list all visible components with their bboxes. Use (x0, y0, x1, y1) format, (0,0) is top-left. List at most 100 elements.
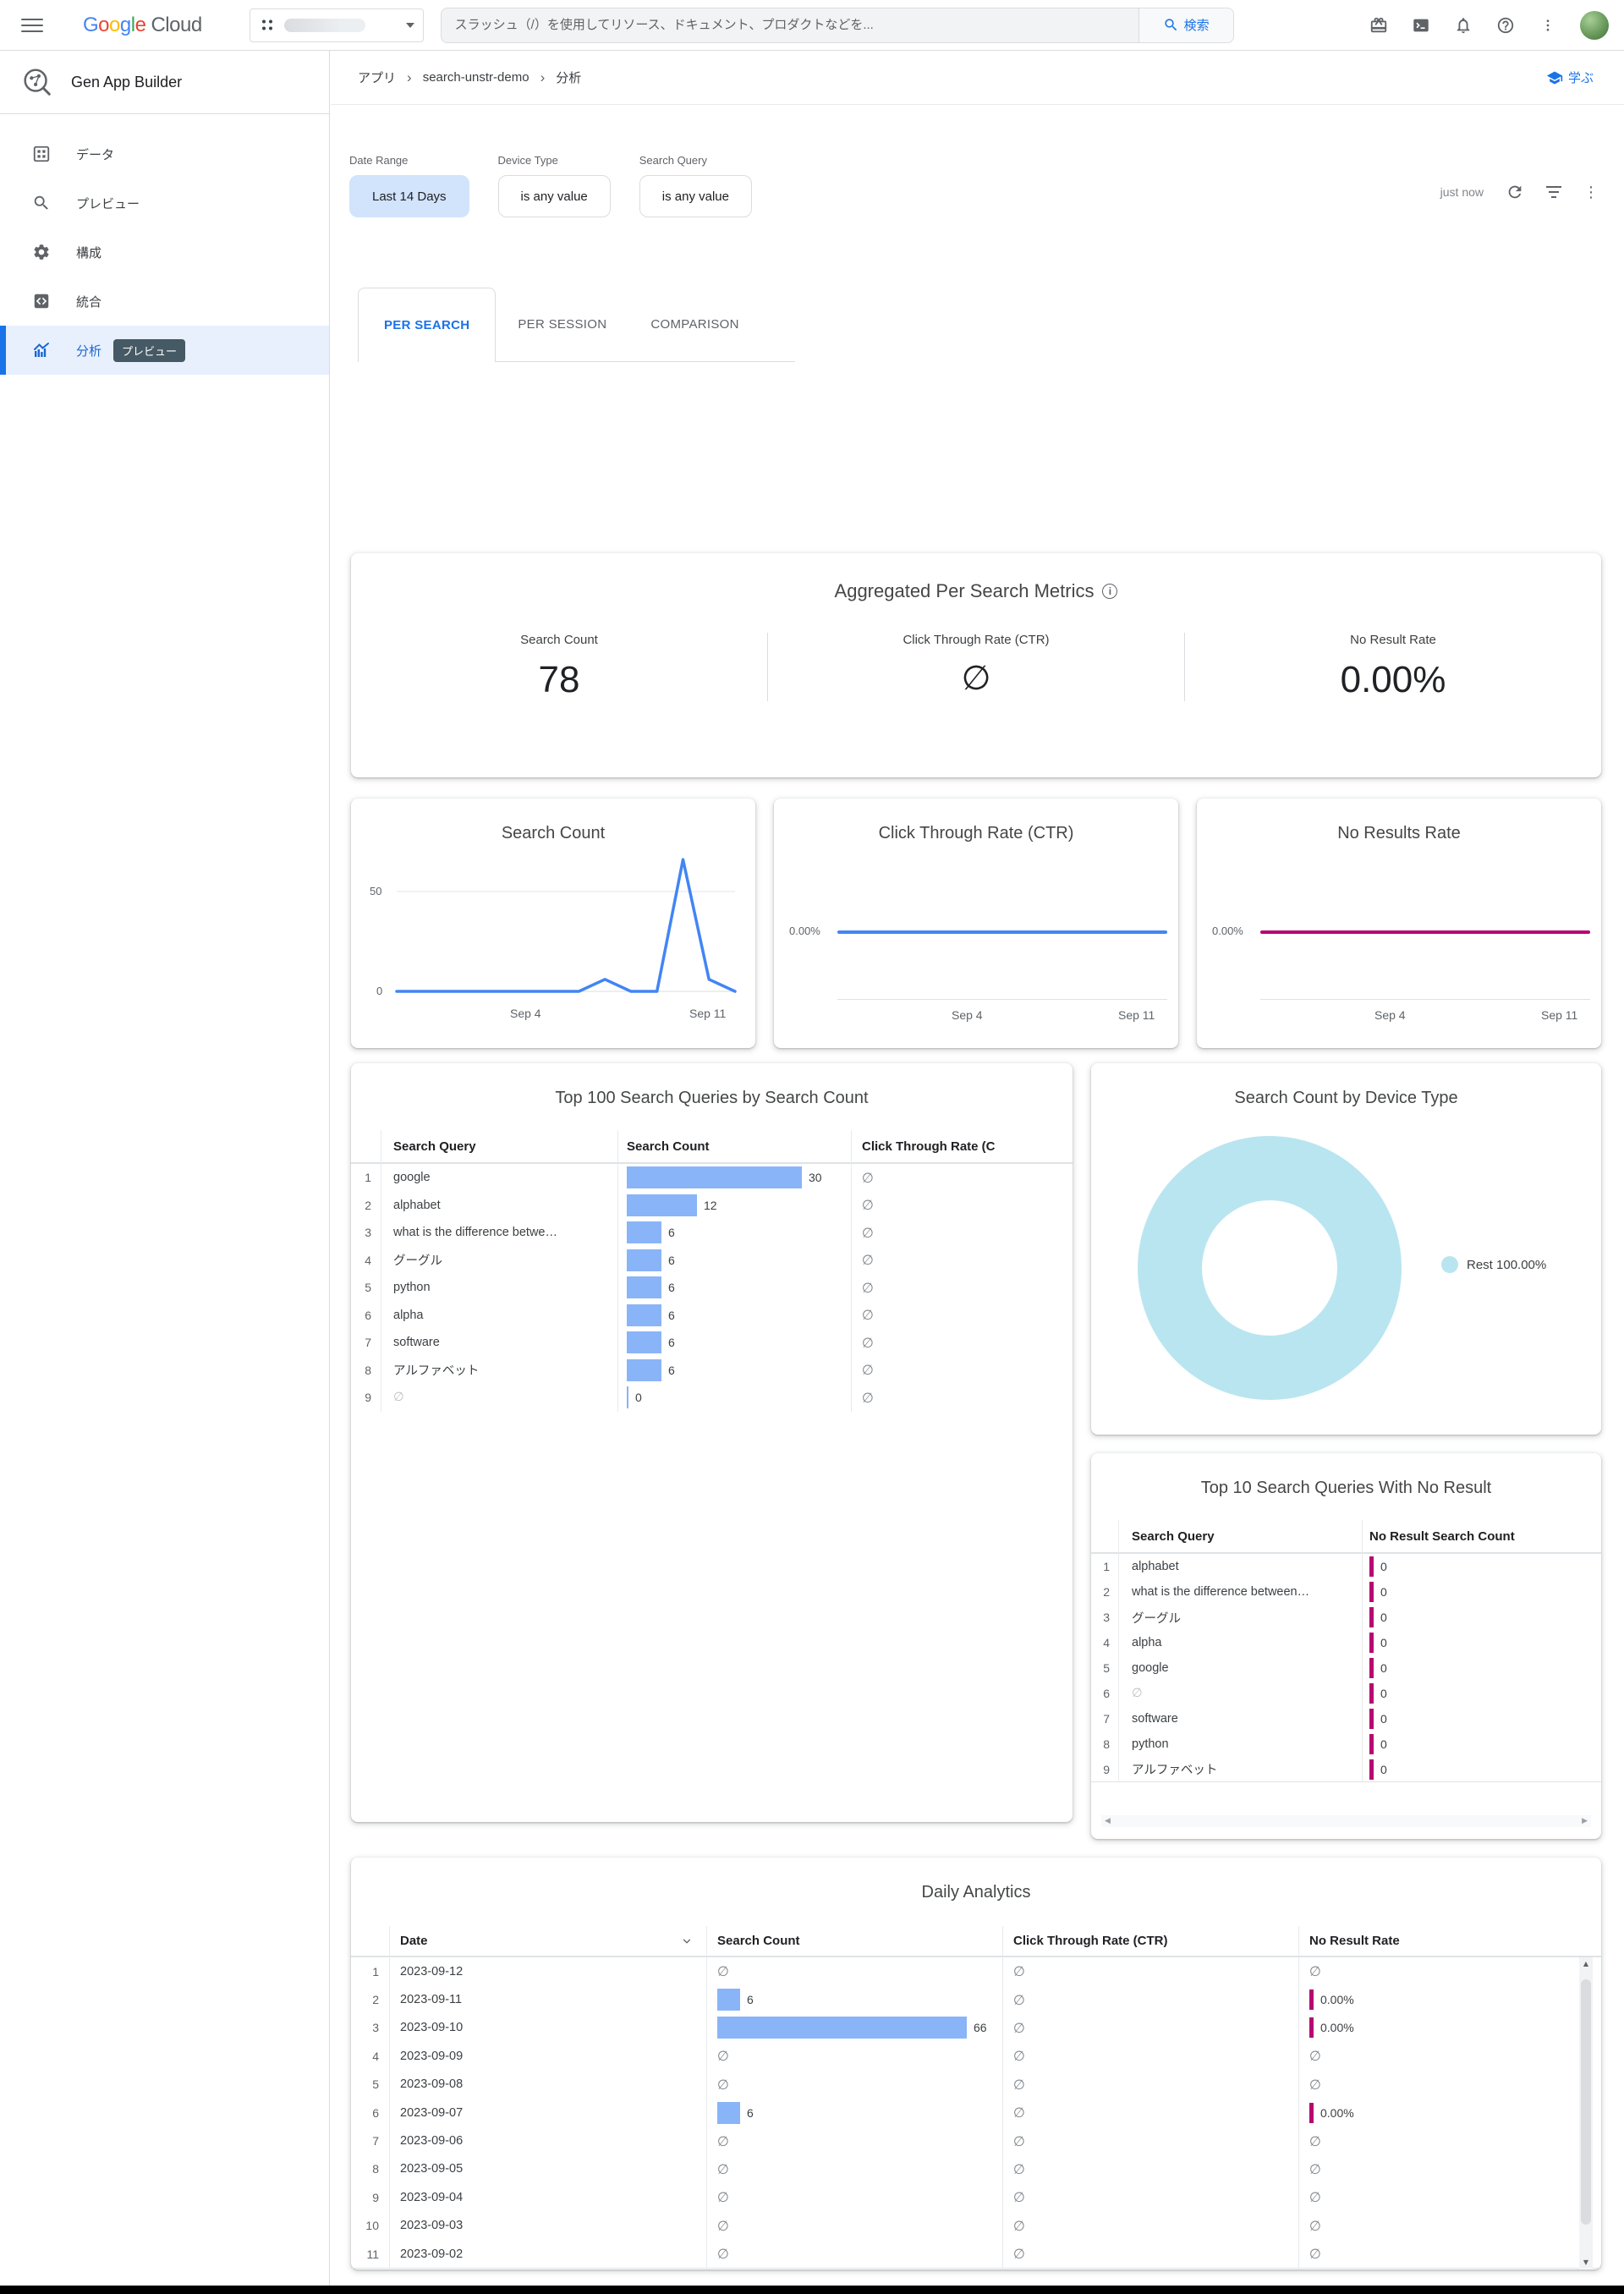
global-search-bar[interactable]: 検索 (441, 8, 1234, 43)
search-input[interactable] (442, 18, 1138, 32)
tab-strip: PER SEARCH PER SESSION COMPARISON (358, 288, 1624, 362)
gear-icon (30, 243, 52, 261)
top10-table: Search Query No Result Search Count 1alp… (1091, 1520, 1601, 1782)
column-divider (617, 1130, 618, 1412)
flat-line (837, 930, 1167, 934)
column-header[interactable]: No Result Rate (1298, 1934, 1573, 1948)
column-header[interactable]: Search Count (706, 1934, 1002, 1948)
search-icon (1163, 17, 1179, 33)
card-title: Daily Analytics (351, 1858, 1601, 1902)
info-icon[interactable]: i (1102, 584, 1117, 599)
scroll-up-icon[interactable]: ▲ (1583, 1960, 1588, 1967)
search-count-chart-card: Search Count 50 0 Sep 4 Sep 11 (351, 799, 755, 1048)
date-cell: 2023-09-12 (389, 1965, 706, 1978)
sidebar-item-integration[interactable]: 統合 (0, 277, 329, 326)
top10-no-result-card: Top 10 Search Queries With No Result Sea… (1091, 1453, 1601, 1839)
sidebar-item-configuration[interactable]: 構成 (0, 228, 329, 277)
free-trial-gift-icon[interactable] (1362, 8, 1396, 42)
sidebar-item-label: 統合 (76, 293, 102, 310)
notifications-bell-icon[interactable] (1446, 8, 1480, 42)
hamburger-menu-icon[interactable] (12, 5, 52, 46)
count-bar-cell: ∅ (706, 2048, 1002, 2064)
column-header[interactable]: Click Through Rate (C (851, 1139, 1073, 1154)
table-row: 42023-09-09∅∅∅ (351, 2042, 1601, 2070)
date-range-button[interactable]: Last 14 Days (349, 175, 469, 217)
sidebar-item-analytics[interactable]: 分析 プレビュー (0, 326, 329, 375)
tab-per-session[interactable]: PER SESSION (496, 288, 628, 362)
count-bar-cell: 6 (617, 1249, 851, 1271)
breadcrumb-apps[interactable]: アプリ (358, 69, 396, 86)
search-query-button[interactable]: is any value (639, 175, 752, 217)
sidebar-item-preview[interactable]: プレビュー (0, 178, 329, 228)
search-button[interactable]: 検索 (1138, 8, 1233, 42)
table-row: 82023-09-05∅∅∅ (351, 2155, 1601, 2183)
chevron-down-icon (406, 23, 414, 28)
project-selector[interactable] (250, 8, 424, 42)
metric-value: 0.00% (1185, 659, 1601, 701)
ctr-cell: ∅ (1002, 2020, 1298, 2036)
row-number: 1 (351, 1171, 381, 1184)
table-row: 6alpha6∅ (351, 1302, 1073, 1330)
cloud-shell-icon[interactable] (1404, 8, 1438, 42)
more-options-icon[interactable]: ⋮ (1583, 184, 1599, 201)
scroll-left-icon[interactable]: ◀ (1105, 1817, 1111, 1825)
legend: Rest 100.00% (1441, 1256, 1546, 1273)
breadcrumb-app-name[interactable]: search-unstr-demo (423, 70, 529, 85)
ctr-cell: ∅ (851, 1225, 1073, 1241)
help-icon[interactable] (1489, 8, 1522, 42)
tab-strip-filler (761, 288, 795, 362)
null-icon: ∅ (1013, 1963, 1025, 1979)
tab-per-search[interactable]: PER SEARCH (358, 288, 496, 362)
count-bar-cell: 6 (706, 1989, 1002, 2011)
horizontal-scrollbar[interactable]: ◀ ▶ (1101, 1815, 1591, 1827)
line-chart (392, 849, 740, 1002)
ctr-cell: ∅ (1002, 2077, 1298, 2093)
column-header[interactable]: Search Query (381, 1139, 617, 1154)
scroll-down-icon[interactable]: ▼ (1583, 2258, 1588, 2266)
count-bar-cell: ∅ (706, 2218, 1002, 2234)
axis-baseline (837, 999, 1167, 1000)
google-cloud-logo[interactable]: Google Cloud (83, 14, 202, 37)
null-icon: ∅ (862, 1362, 874, 1378)
row-number: 6 (1091, 1687, 1118, 1700)
ctr-cell: ∅ (1002, 2161, 1298, 2177)
table-row: 2alphabet12∅ (351, 1192, 1073, 1220)
column-header-date[interactable]: Date (389, 1934, 706, 1948)
scrollbar-thumb[interactable] (1581, 1979, 1591, 2225)
count-bar-cell: 66 (706, 2017, 1002, 2039)
learn-link-label: 学ぶ (1568, 69, 1594, 86)
row-number: 7 (1091, 1712, 1118, 1726)
vertical-scrollbar[interactable]: ▲ ▼ (1579, 1957, 1593, 2269)
scroll-right-icon[interactable]: ▶ (1582, 1817, 1588, 1825)
y-tick-0: 0 (376, 985, 382, 997)
column-header[interactable]: No Result Search Count (1362, 1529, 1601, 1544)
null-icon: ∅ (1013, 2161, 1025, 2177)
value-label: 0.00% (1212, 925, 1243, 937)
column-divider (389, 1926, 390, 2269)
tab-comparison[interactable]: COMPARISON (628, 288, 760, 362)
count-bar-cell: 12 (617, 1194, 851, 1216)
column-header[interactable]: Click Through Rate (CTR) (1002, 1934, 1298, 1948)
user-avatar[interactable] (1580, 11, 1609, 40)
sort-chevron-icon[interactable] (681, 1935, 693, 1947)
query-cell: グーグル (381, 1251, 617, 1269)
query-cell: what is the difference betwe… (381, 1226, 617, 1239)
count-bar-cell: ∅ (706, 2133, 1002, 2149)
table-row: 12023-09-12∅∅∅ (351, 1957, 1601, 1985)
legend-color-dot (1441, 1256, 1458, 1273)
column-divider (1362, 1520, 1363, 1782)
refresh-icon[interactable] (1506, 183, 1524, 201)
sidebar-item-data[interactable]: データ (0, 129, 329, 178)
filter-icon[interactable] (1546, 186, 1561, 198)
column-header[interactable]: Search Query (1118, 1529, 1362, 1544)
table-row: 6∅0 (1091, 1681, 1601, 1706)
row-number: 1 (351, 1965, 389, 1978)
device-type-button[interactable]: is any value (498, 175, 611, 217)
column-header[interactable]: Search Count (617, 1139, 851, 1154)
learn-link[interactable]: 学ぶ (1546, 69, 1594, 86)
data-grid-icon (30, 145, 52, 163)
sidebar-item-label: データ (76, 145, 114, 163)
device-type-card: Search Count by Device Type Rest 100.00% (1091, 1063, 1601, 1435)
more-options-icon[interactable] (1531, 8, 1565, 42)
count-bar-cell: 6 (617, 1304, 851, 1326)
